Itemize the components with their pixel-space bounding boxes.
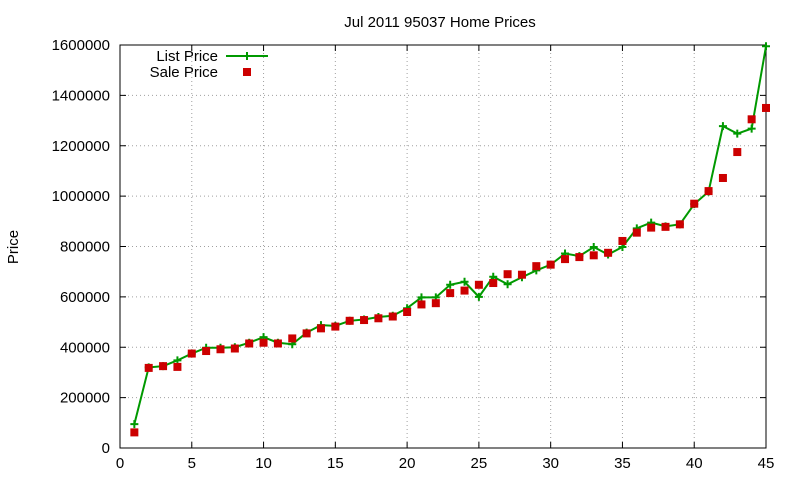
sale-price-point (331, 322, 340, 331)
sale-price-point (561, 255, 570, 264)
list-price-point (733, 129, 742, 138)
sale-price-point (647, 223, 656, 232)
sale-price-point (675, 220, 684, 229)
x-tick-label: 45 (758, 455, 775, 472)
sale-price-point (403, 307, 412, 316)
list-price-series (130, 42, 770, 429)
y-tick-label: 200000 (60, 390, 110, 407)
y-tick-label: 1600000 (52, 37, 110, 54)
x-tick-label: 20 (399, 455, 416, 472)
y-tick-label: 0 (102, 440, 110, 457)
x-tick-label: 0 (116, 455, 124, 472)
y-tick-label: 1400000 (52, 87, 110, 104)
sale-price-point (690, 199, 699, 208)
sale-price-point (159, 362, 168, 371)
sale-price-point (187, 349, 196, 358)
sale-price-point (517, 270, 526, 279)
sale-price-point (718, 173, 727, 182)
sale-price-point (216, 345, 225, 354)
sale-price-point (360, 316, 369, 325)
sale-price-point (589, 251, 598, 260)
list-price-point (747, 124, 756, 133)
sale-price-point (503, 270, 512, 279)
sale-price-point (144, 363, 153, 372)
sale-price-point (417, 300, 426, 309)
sale-price-point (546, 260, 555, 269)
y-axis-ticks: 0 200000 400000 600000 800000 1000000 1200000 1… (52, 37, 766, 457)
sale-price-point (374, 314, 383, 323)
sale-price-point (288, 334, 297, 343)
sale-price-point (316, 324, 325, 333)
x-tick-label: 10 (255, 455, 272, 472)
sale-price-point (460, 286, 469, 295)
y-tick-label: 1000000 (52, 188, 110, 205)
x-tick-label: 40 (686, 455, 703, 472)
y-tick-label: 1200000 (52, 138, 110, 155)
sale-price-series (130, 103, 770, 437)
list-price-point (446, 280, 455, 289)
sale-price-point (474, 280, 483, 289)
list-price-point (417, 293, 426, 302)
plot-frame (119, 44, 767, 449)
list-price-point (503, 280, 512, 289)
sale-price-point (661, 222, 670, 231)
x-tick-label: 25 (471, 455, 488, 472)
sale-price-point (632, 228, 641, 237)
legend-swatch-list-price (226, 52, 268, 60)
sale-price-point (302, 329, 311, 338)
sale-price-point (747, 115, 756, 124)
list-price-point (474, 292, 483, 301)
x-tick-label: 5 (188, 455, 196, 472)
sale-price-point (431, 299, 440, 308)
legend-marker-list-price (243, 52, 251, 60)
list-price-point (589, 243, 598, 252)
sale-price-point (532, 262, 541, 271)
y-tick-label: 600000 (60, 289, 110, 306)
sale-price-point (230, 344, 239, 353)
sale-price-point (618, 236, 627, 245)
sale-price-point (259, 338, 268, 347)
sale-price-point (575, 253, 584, 262)
sale-price-point (489, 279, 498, 288)
y-tick-label: 400000 (60, 339, 110, 356)
legend-swatch-sale-price (243, 68, 251, 76)
x-axis-ticks: 0 5 10 15 20 25 30 35 40 45 (116, 45, 775, 472)
sale-price-point (704, 187, 713, 196)
list-price-line (133, 46, 767, 425)
sale-price-point (345, 316, 354, 325)
list-price-point (460, 277, 469, 286)
series-layer (130, 42, 770, 437)
legend-marker-sale-price (243, 68, 251, 76)
legend-label-sale-price: Sale Price (150, 64, 218, 81)
sale-price-point (245, 339, 254, 348)
sale-price-point (388, 312, 397, 321)
y-axis-label: Price (5, 230, 22, 264)
chart-title: Jul 2011 95037 Home Prices (344, 14, 536, 31)
sale-price-point (446, 289, 455, 298)
sale-price-point (173, 362, 182, 371)
list-price-point (130, 420, 139, 429)
x-tick-label: 35 (614, 455, 631, 472)
sale-price-point (604, 248, 613, 257)
sale-price-point (130, 428, 139, 437)
sale-price-point (273, 339, 282, 348)
sale-price-point (762, 103, 770, 112)
sale-price-point (202, 347, 211, 356)
x-tick-label: 30 (542, 455, 559, 472)
list-price-point (762, 42, 770, 51)
grid-lines (120, 45, 766, 448)
sale-price-point (733, 148, 742, 157)
x-tick-label: 15 (327, 455, 344, 472)
y-tick-label: 800000 (60, 239, 110, 256)
list-price-point (718, 122, 727, 131)
legend-label-list-price: List Price (156, 48, 218, 65)
